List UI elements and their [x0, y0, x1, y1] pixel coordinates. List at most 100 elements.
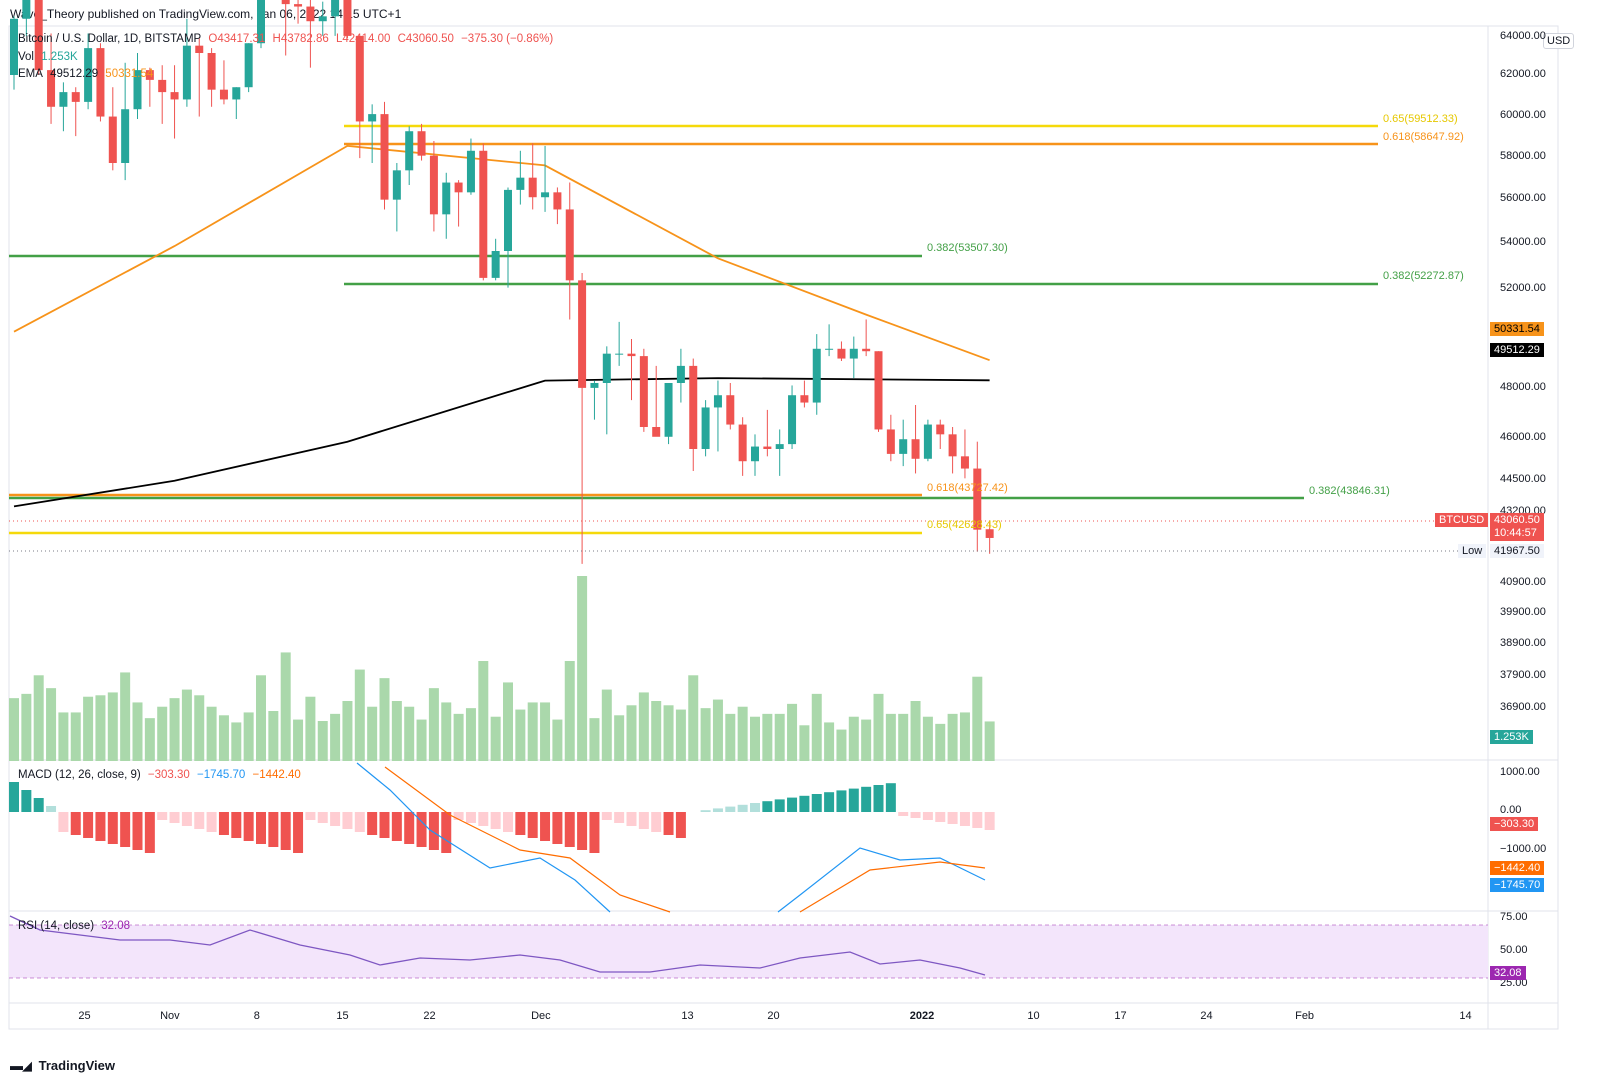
candle	[22, 0, 31, 36]
candle	[862, 319, 871, 357]
volume-bar	[83, 696, 94, 761]
candle	[232, 87, 241, 119]
price-tick-label: 37900.00	[1500, 669, 1546, 681]
candle	[627, 339, 636, 401]
candle	[726, 383, 735, 430]
candle	[615, 321, 624, 366]
candle	[960, 429, 969, 479]
candles[interactable]	[10, 0, 994, 564]
volume-bar	[181, 689, 192, 761]
macd-bar	[157, 812, 168, 820]
time-tick-label: 10	[1027, 1010, 1040, 1022]
macd-bar	[799, 795, 810, 812]
candle-body	[578, 280, 587, 388]
candle-body	[812, 348, 821, 403]
candle	[84, 33, 93, 110]
candle-body	[528, 177, 537, 198]
macd-bar	[972, 812, 983, 828]
volume-bar	[367, 706, 378, 761]
macd-bar	[231, 812, 242, 838]
candle-body	[368, 114, 377, 122]
volume-bar	[762, 713, 773, 761]
candle	[257, 0, 265, 49]
volume-bar	[95, 695, 106, 761]
candle-body	[417, 131, 426, 156]
candle	[306, 0, 315, 68]
macd-bar	[873, 785, 884, 812]
macd-bar	[391, 812, 402, 841]
candle	[195, 38, 204, 117]
candle-body	[121, 109, 130, 163]
candle-body	[318, 16, 327, 22]
macd-bar	[577, 812, 588, 850]
macd-bar	[206, 812, 217, 832]
macd-bar	[589, 812, 600, 853]
candle-body	[985, 529, 994, 538]
volume-bar	[527, 702, 538, 761]
ema-value-orange: 50331.54	[105, 68, 154, 80]
volume-label[interactable]: Vol	[18, 51, 34, 63]
fib-label-065-top: 0.65(59512.33)	[1383, 113, 1458, 125]
candle	[948, 427, 957, 474]
macd-bar	[947, 812, 958, 824]
candle-body	[713, 395, 722, 408]
rsi-label[interactable]: RSI (14, close)	[18, 920, 95, 932]
candle-body	[244, 43, 253, 88]
macd-bar	[268, 812, 279, 847]
candle	[281, 0, 290, 56]
volume-bar	[206, 706, 217, 761]
macd-bar	[256, 812, 266, 844]
macd-bar	[342, 812, 353, 829]
candle-body	[763, 446, 772, 449]
volume-bar	[947, 713, 958, 761]
ema-label[interactable]: EMA	[18, 68, 43, 80]
candle-body	[701, 407, 710, 449]
volume-value: 1.253K	[41, 51, 78, 63]
candle-body	[862, 348, 871, 352]
candle-body	[108, 116, 117, 163]
candle-body	[775, 444, 784, 449]
symbol-name[interactable]: Bitcoin / U.S. Dollar, 1D, BITSTAMP	[18, 33, 202, 45]
candle-body	[479, 150, 488, 278]
candle	[121, 62, 130, 181]
volume-bar	[293, 719, 304, 761]
candle	[516, 150, 525, 205]
volume-bar	[626, 705, 637, 761]
macd-signal-tag: −1442.40	[1490, 861, 1545, 875]
candle-body	[145, 70, 154, 80]
volume-bar	[256, 675, 266, 761]
candle	[405, 126, 414, 185]
candle	[578, 273, 587, 564]
volume-bar	[478, 661, 489, 761]
tradingview-logo[interactable]: ▬◢ TradingView	[10, 1058, 115, 1074]
candle-body	[726, 395, 735, 425]
macd-bar	[651, 812, 662, 832]
macd-label[interactable]: MACD (12, 26, close, 9)	[18, 769, 141, 781]
volume-bar	[577, 576, 588, 761]
last-price-tag: 43060.50 10:44:57	[1490, 513, 1544, 541]
volume-bar	[712, 699, 723, 761]
rsi-tick-75: 75.00	[1500, 911, 1528, 923]
candle	[417, 123, 426, 161]
time-tick-label: 13	[681, 1010, 694, 1022]
candle-body	[294, 4, 303, 7]
volume-bar	[848, 716, 859, 761]
volume-bar	[700, 708, 711, 761]
candle-body	[343, 0, 352, 36]
macd-bar	[675, 812, 686, 838]
candle-body	[837, 348, 846, 359]
candle-body	[615, 353, 624, 355]
candle-body	[923, 424, 932, 459]
candle	[479, 143, 488, 281]
price-tick-label: 52000.00	[1500, 282, 1546, 294]
currency-button[interactable]: USD	[1543, 33, 1575, 49]
macd-bar	[243, 812, 254, 841]
macd-bar	[465, 812, 476, 823]
candle-body	[355, 35, 364, 122]
macd-histogram	[9, 762, 995, 913]
macd-value: −1745.70	[197, 769, 246, 781]
macd-bar	[441, 812, 452, 853]
macd-bar	[21, 790, 32, 812]
signal-line	[384, 766, 671, 913]
